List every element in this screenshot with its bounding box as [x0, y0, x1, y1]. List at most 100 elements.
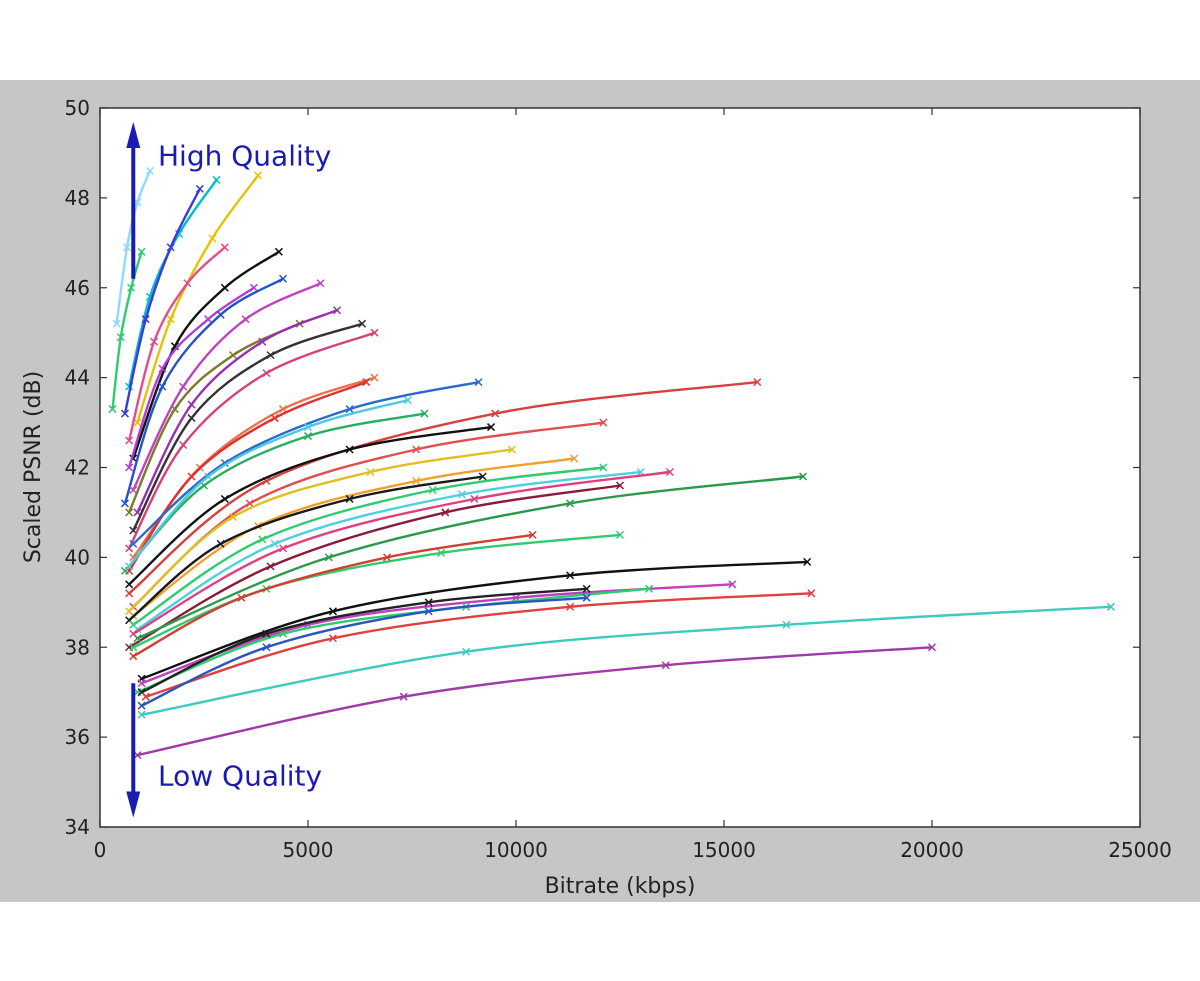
series-3	[120, 184, 204, 418]
y-axis-label: Scaled PSNR (dB)	[21, 371, 46, 563]
series-12	[129, 319, 367, 535]
series-line	[132, 533, 622, 649]
data-point	[158, 364, 167, 373]
data-point	[566, 499, 575, 508]
series-line	[123, 187, 201, 415]
data-point	[470, 494, 479, 503]
data-point	[270, 539, 279, 548]
x-tick-label: 20000	[900, 838, 964, 862]
data-point	[279, 629, 288, 638]
data-point	[137, 679, 146, 688]
data-point	[125, 508, 134, 517]
data-point	[927, 643, 937, 652]
data-point	[141, 315, 150, 324]
series-line	[140, 587, 588, 694]
data-point	[615, 481, 625, 490]
series-line	[132, 457, 576, 617]
series-11	[133, 306, 342, 517]
series-39	[133, 643, 937, 760]
data-point	[170, 405, 179, 414]
data-point	[145, 166, 154, 175]
data-point	[112, 319, 121, 328]
data-point	[333, 306, 342, 315]
data-point	[166, 243, 175, 252]
series-13	[125, 328, 379, 553]
data-point	[141, 692, 150, 701]
series-36	[141, 589, 816, 701]
series-line	[127, 380, 759, 595]
data-point	[582, 593, 591, 602]
data-point	[345, 494, 354, 503]
series-27	[129, 467, 674, 638]
series-10	[125, 319, 304, 517]
series-line	[140, 596, 588, 707]
x-tick-label: 15000	[692, 838, 756, 862]
y-tick-label: 48	[65, 186, 90, 210]
data-point	[487, 423, 496, 432]
data-point	[366, 467, 375, 477]
data-point	[262, 629, 271, 638]
data-point	[428, 485, 437, 494]
data-point	[125, 562, 134, 571]
data-point	[370, 328, 379, 337]
data-point	[437, 548, 446, 557]
series-line	[127, 286, 256, 469]
data-point	[129, 485, 138, 494]
low-quality-label: Low Quality	[158, 760, 322, 793]
series-23	[129, 454, 579, 620]
data-point	[137, 247, 146, 256]
data-point	[665, 467, 674, 477]
series-line	[144, 592, 813, 698]
series-7	[125, 283, 258, 472]
series-9	[129, 279, 325, 494]
data-point	[599, 418, 608, 427]
data-point	[220, 494, 229, 503]
data-point	[229, 351, 238, 360]
data-point	[279, 405, 288, 414]
series-line	[127, 475, 484, 622]
data-point	[507, 445, 516, 454]
data-point	[474, 378, 483, 387]
series-line	[132, 466, 605, 626]
y-tick-label: 44	[65, 366, 90, 390]
chart-figure: 0 5000 10000 15000 20000 25000 34 36 38 40 42 44 46 4…	[0, 80, 1200, 902]
data-point	[179, 441, 188, 450]
arrow-up-icon	[126, 121, 141, 148]
data-point	[212, 175, 221, 184]
data-point	[462, 647, 471, 656]
data-point	[125, 589, 134, 598]
data-point	[204, 472, 213, 481]
data-point	[187, 472, 196, 481]
y-tick-label: 38	[65, 635, 90, 659]
series-35	[137, 584, 591, 697]
series-line	[127, 380, 368, 573]
series-line	[136, 475, 805, 640]
data-point	[782, 620, 791, 629]
data-point	[166, 315, 175, 324]
data-point	[362, 378, 371, 387]
data-point	[129, 539, 138, 548]
data-point	[127, 283, 136, 292]
data-point	[615, 530, 625, 539]
x-tick-label: 5000	[283, 838, 334, 862]
x-axis-label: Bitrate (kbps)	[545, 874, 696, 899]
data-point	[807, 589, 816, 598]
data-point	[303, 423, 313, 432]
series-line	[111, 250, 143, 411]
series-line	[136, 646, 934, 757]
series-line	[127, 425, 493, 586]
data-point	[125, 436, 134, 445]
data-point	[258, 535, 267, 544]
series-line	[127, 178, 218, 388]
data-point	[566, 571, 575, 580]
axis-layer: 0 5000 10000 15000 20000 25000 34 36 38 40 42 44 46 4…	[65, 96, 1172, 862]
series-22	[125, 445, 516, 616]
data-point	[208, 234, 217, 243]
annotation-layer: High Quality Low Quality	[126, 121, 331, 818]
data-point	[324, 553, 333, 562]
series-18	[125, 396, 412, 571]
data-point	[216, 310, 225, 319]
data-point	[570, 454, 579, 463]
data-point	[728, 580, 737, 589]
data-point	[645, 584, 654, 593]
